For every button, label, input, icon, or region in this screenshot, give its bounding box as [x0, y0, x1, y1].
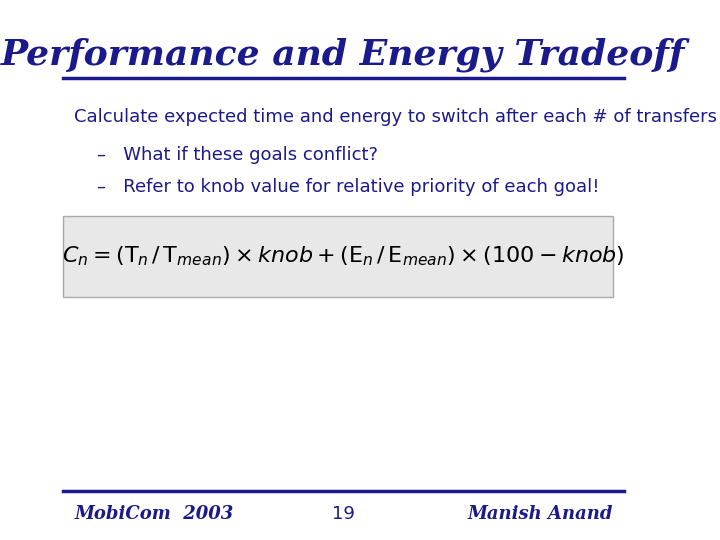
Text: –   Refer to knob value for relative priority of each goal!: – Refer to knob value for relative prior…	[96, 178, 599, 196]
FancyBboxPatch shape	[63, 216, 613, 297]
Text: $C_n = (\mathrm{T}_n\,/\,\mathrm{T}_{mean})\times \mathit{knob}+ (\mathrm{E}_n\,: $C_n = (\mathrm{T}_n\,/\,\mathrm{T}_{mea…	[62, 245, 625, 268]
Text: MobiCom  2003: MobiCom 2003	[74, 505, 234, 523]
Text: Performance and Energy Tradeoff: Performance and Energy Tradeoff	[1, 38, 685, 72]
Text: Calculate expected time and energy to switch after each # of transfers: Calculate expected time and energy to sw…	[74, 108, 717, 126]
Text: Manish Anand: Manish Anand	[467, 505, 613, 523]
Text: –   What if these goals conflict?: – What if these goals conflict?	[96, 146, 378, 164]
Text: 19: 19	[332, 505, 355, 523]
